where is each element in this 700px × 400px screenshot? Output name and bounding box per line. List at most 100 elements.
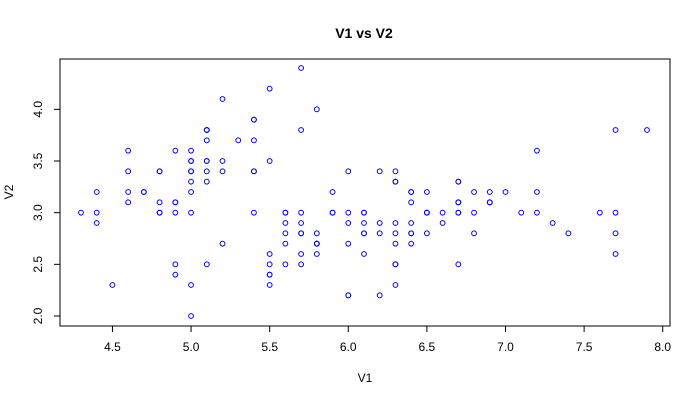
x-tick-label: 6.0 [340,340,357,354]
chart-title: V1 vs V2 [335,25,393,41]
data-point [235,137,242,144]
data-point [345,220,352,226]
data-point [282,230,289,237]
data-point [534,147,540,154]
data-point [251,209,257,216]
data-point [282,240,289,247]
data-point [455,261,462,268]
data-point [188,313,194,319]
data-point [266,251,273,257]
data-point [408,189,415,195]
data-point [313,240,320,247]
data-point [109,282,116,288]
data-point [455,199,462,206]
data-point [486,199,493,206]
data-point [203,261,210,268]
data-point [266,261,273,268]
data-point [188,147,194,154]
data-point [188,282,194,288]
data-point [203,137,210,144]
y-tick-label: 2.0 [31,307,45,324]
y-axis-label: V2 [2,184,16,199]
data-point [298,261,305,268]
x-tick-label: 4.5 [104,340,121,354]
data-point [612,127,619,133]
y-tick-label: 2.5 [31,256,45,273]
data-point [172,271,179,278]
data-point [172,199,179,206]
data-point [423,209,430,216]
data-point [361,230,367,237]
data-point [188,189,194,195]
data-point [156,209,163,216]
data-point [203,127,210,133]
x-tick-label: 7.0 [497,340,514,354]
data-point [298,65,305,71]
data-point [298,251,305,257]
data-point [361,209,367,216]
data-point [345,292,352,299]
data-point [125,168,132,175]
x-tick-label: 8.0 [654,340,671,354]
data-point [219,96,226,102]
data-point [251,116,257,123]
data-point [455,209,462,216]
data-point [502,189,509,195]
data-point [423,230,430,237]
data-point [156,168,163,175]
data-point [266,282,273,288]
data-point [439,209,446,216]
data-point [392,168,399,175]
data-point [125,199,132,206]
data-point [408,240,415,247]
data-point [439,220,446,226]
data-point [203,158,210,164]
y-tick-label: 3.5 [31,152,45,169]
data-point [392,240,399,247]
data-point [298,230,305,237]
data-point [565,230,572,237]
data-point [251,137,257,144]
data-point [172,209,179,216]
data-point [203,178,210,185]
data-point [596,209,603,216]
data-point [313,251,320,257]
x-tick-label: 5.5 [261,340,278,354]
data-point [282,220,289,226]
data-point [125,147,132,154]
data-point [471,189,477,195]
data-point [392,230,399,237]
data-point [612,251,619,257]
data-point [361,251,367,257]
x-tick-label: 7.5 [576,340,593,354]
data-point [376,292,383,299]
data-point [266,158,273,164]
x-tick-label: 5.0 [183,340,200,354]
x-axis-label: V1 [358,371,373,385]
data-point [298,209,305,216]
data-point [534,209,540,216]
axes: 4.5 5.0 5.5 6.0 6.5 7.0 7.5 8.0 2.0 2.5 3.0 3.5 4.0 [31,101,671,354]
data-point [518,209,525,216]
data-point [376,168,383,175]
data-point [282,261,289,268]
data-point [392,261,399,268]
data-point [376,230,383,237]
data-point [282,209,289,216]
data-point [644,127,650,133]
data-point [251,168,257,175]
data-point [486,189,493,195]
data-point [140,189,147,195]
data-point [423,189,430,195]
data-point [376,220,383,226]
data-point [408,230,415,237]
data-point [172,147,179,154]
data-point [93,220,100,226]
data-point [345,168,352,175]
data-point [125,189,132,195]
data-point [329,189,336,195]
data-point [313,106,320,113]
data-point [612,230,619,237]
data-point [203,168,210,175]
